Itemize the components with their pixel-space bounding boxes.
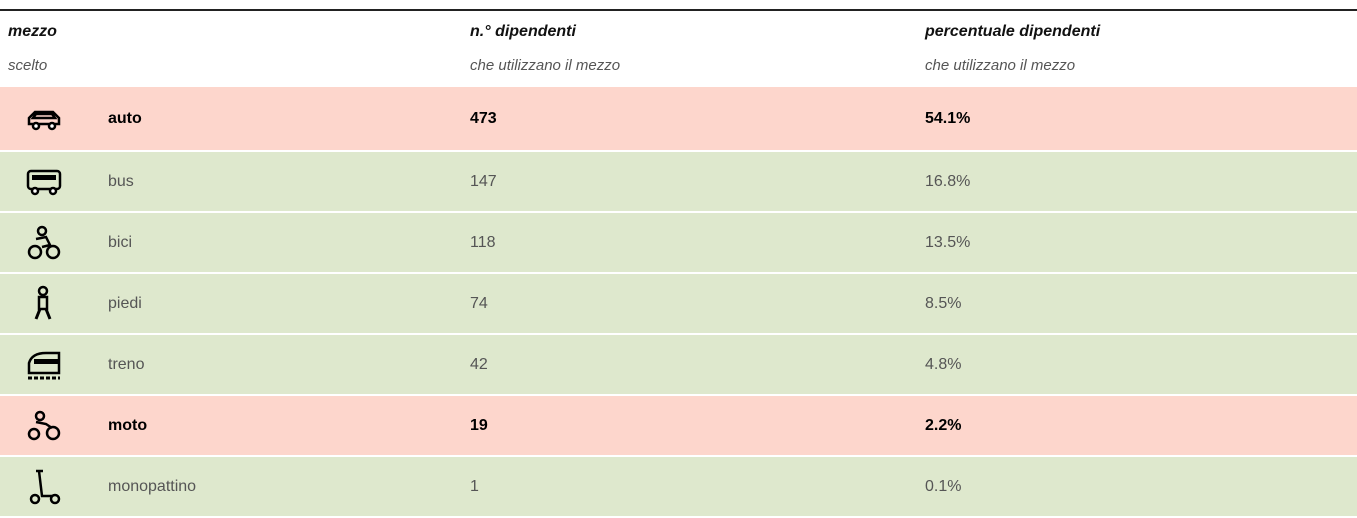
table-body: auto 473 54.1% bus 147 16.8% bici 118 13.5% pi…	[0, 87, 1357, 518]
bus-icon	[26, 169, 62, 195]
moto-icon	[27, 410, 61, 440]
header-title: mezzo	[8, 23, 57, 40]
cell: 74	[470, 294, 488, 312]
cell: moto	[108, 416, 148, 434]
cell: treno	[108, 355, 145, 373]
cell: 2.2%	[925, 416, 962, 434]
cell: 13.5%	[925, 233, 971, 251]
header-title: n.° dipendenti	[470, 23, 576, 40]
table-row: monopattino 1 0.1%	[0, 457, 1357, 516]
cell: 1	[470, 477, 479, 495]
train-icon	[27, 351, 61, 379]
cell: 16.8%	[925, 172, 971, 190]
cell: 54.1%	[925, 109, 971, 127]
table-row: bus 147 16.8%	[0, 152, 1357, 211]
table-row: moto 19 2.2%	[0, 396, 1357, 455]
cell: 0.1%	[925, 477, 962, 495]
bike-icon	[27, 225, 61, 259]
cell: auto	[108, 109, 142, 127]
cell: monopattino	[108, 477, 197, 495]
header-cell: mezzo scelto	[8, 23, 57, 74]
header-title: percentuale dipendenti	[925, 23, 1101, 40]
header-subtitle: scelto	[8, 57, 48, 74]
table-row: piedi 74 8.5%	[0, 274, 1357, 333]
walk-icon	[34, 285, 52, 320]
top-rule	[0, 9, 1357, 11]
header-subtitle: che utilizzano il mezzo	[925, 57, 1076, 74]
table-header: mezzo scelto n.° dipendenti che utilizzano…	[0, 11, 1357, 85]
cell: bus	[108, 172, 134, 190]
table-row: bici 118 13.5%	[0, 213, 1357, 272]
cell: 473	[470, 109, 497, 127]
header-cell: percentuale dipendenti che utilizzano il …	[925, 23, 1100, 74]
scooter-icon	[29, 469, 61, 504]
header-subtitle: che utilizzano il mezzo	[470, 57, 621, 74]
car-icon	[27, 110, 61, 130]
cell: 147	[470, 172, 497, 190]
header-cell: n.° dipendenti che utilizzano il mezzo	[470, 23, 620, 74]
cell: 19	[470, 416, 488, 434]
cell: 4.8%	[925, 355, 962, 373]
cell: bici	[108, 233, 133, 251]
cell: 118	[470, 233, 496, 251]
cell: piedi	[108, 294, 142, 312]
table-row: auto 473 54.1%	[0, 87, 1357, 150]
page: mezzo scelto n.° dipendenti che utilizzano…	[0, 9, 1357, 516]
cell: 42	[470, 355, 488, 373]
cell: 8.5%	[925, 294, 962, 312]
table-row: treno 42 4.8%	[0, 335, 1357, 394]
